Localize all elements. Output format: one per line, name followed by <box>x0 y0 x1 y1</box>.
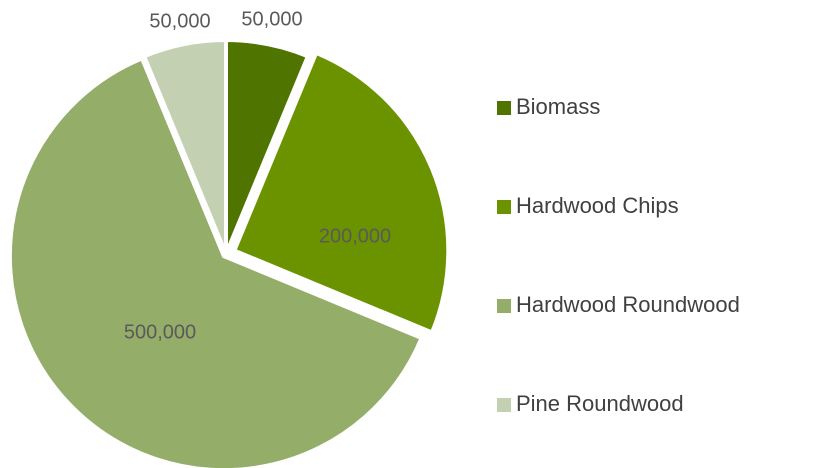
pie-slice <box>7 55 425 468</box>
data-label: 50,000 <box>149 10 210 32</box>
pie-slice <box>231 50 451 336</box>
legend-label: Hardwood Chips <box>516 193 679 218</box>
legend-label: Hardwood Roundwood <box>516 292 740 317</box>
data-label: 50,000 <box>241 8 302 30</box>
legend-label: Biomass <box>516 94 600 119</box>
data-label: 500,000 <box>124 321 196 343</box>
legend-swatch <box>497 101 511 115</box>
pie-slice <box>141 37 228 255</box>
data-label: 200,000 <box>319 225 391 247</box>
legend-swatch <box>497 200 511 214</box>
legend-swatch <box>497 299 511 313</box>
legend-label: Pine Roundwood <box>516 391 684 416</box>
legend-swatch <box>497 398 511 412</box>
